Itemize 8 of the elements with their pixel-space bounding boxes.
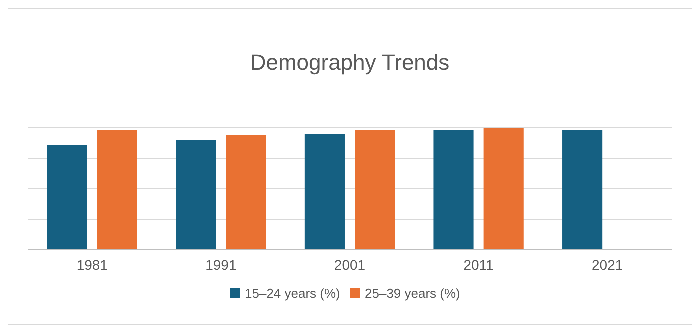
x-tick-label: 2011 xyxy=(464,257,494,273)
x-tick-label: 2021 xyxy=(592,257,624,273)
legend-label: 25–39 years (%) xyxy=(365,286,460,301)
legend-label: 15–24 years (%) xyxy=(245,286,340,301)
chart-title: Demography Trends xyxy=(250,50,450,75)
x-tick-label: 1981 xyxy=(76,257,108,273)
x-tick-label: 1991 xyxy=(206,257,237,273)
x-tick-label: 2001 xyxy=(334,257,366,273)
